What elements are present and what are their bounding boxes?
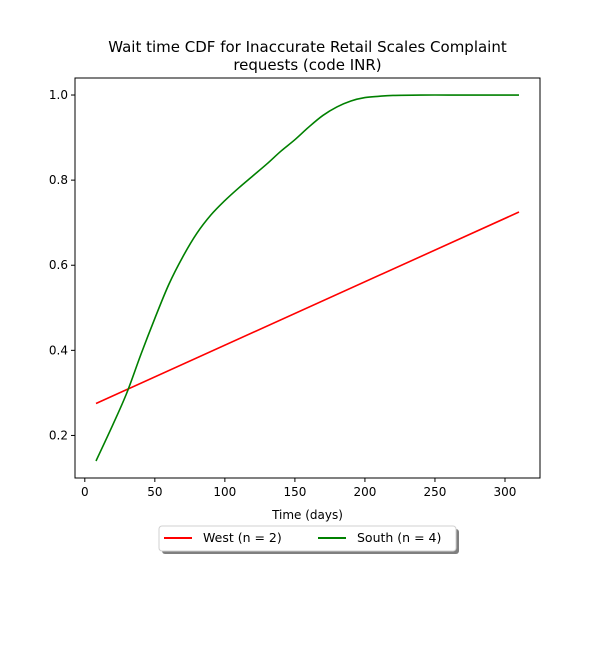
series-line-west [95,211,520,405]
y-tick-label: 0.6 [49,258,68,272]
x-tick-label: 100 [213,485,236,499]
series-line-south [95,94,519,462]
chart-title-line-1: Wait time CDF for Inaccurate Retail Scal… [108,38,507,56]
y-axis-ticks: 0.2 0.4 0.6 0.8 1.0 [49,88,75,442]
y-tick-label: 0.2 [49,428,68,442]
plot-frame [74,77,541,479]
x-tick-label: 200 [353,485,376,499]
x-tick-label: 300 [494,485,517,499]
x-axis-label: Time (days) [271,508,343,522]
legend-label-west: West (n = 2) [203,530,282,545]
legend-label-south: South (n = 4) [357,530,441,545]
x-tick-label: 50 [147,485,162,499]
chart-title-line-2: requests (code INR) [233,56,381,74]
x-tick-label: 150 [283,485,306,499]
x-axis-ticks: 0 50 100 150 200 250 300 [81,478,516,499]
y-tick-label: 1.0 [49,88,68,102]
x-tick-label: 250 [424,485,447,499]
legend-box [158,525,457,552]
series-layer [95,94,520,462]
y-tick-label: 0.4 [49,343,68,357]
legend: West (n = 2) South (n = 4) [158,525,459,554]
x-tick-label: 0 [81,485,89,499]
y-tick-label: 0.8 [49,173,68,187]
